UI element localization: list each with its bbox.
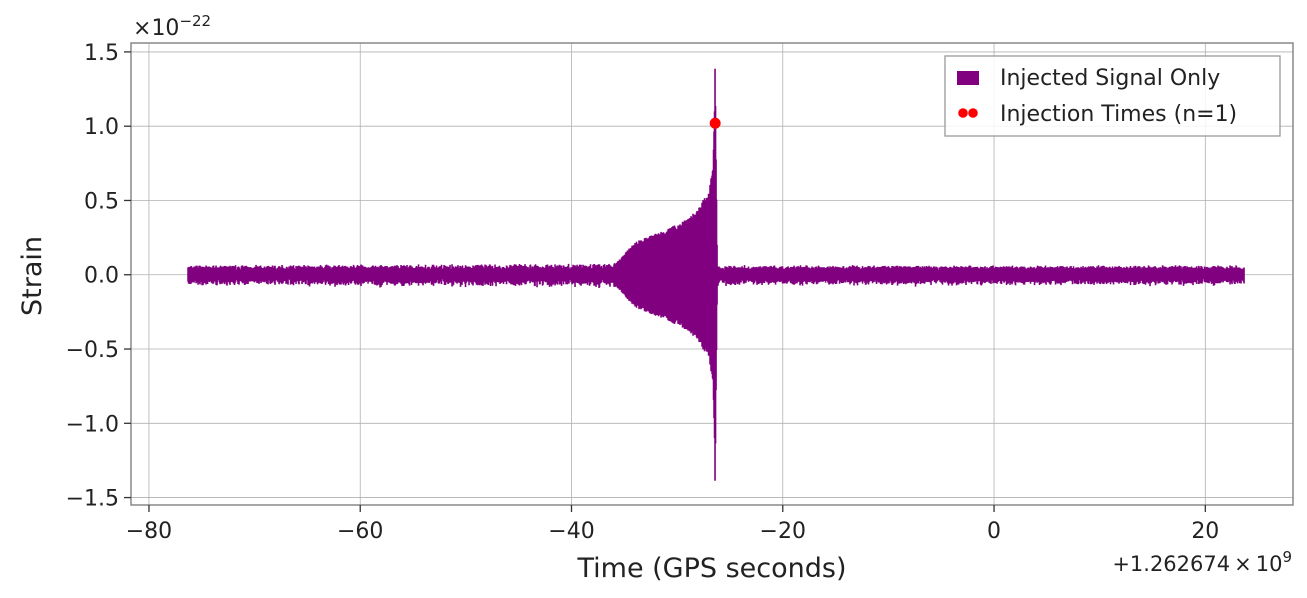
x-tick-label: −20 <box>760 519 806 544</box>
signal-waveform <box>187 68 1245 481</box>
plot-frame <box>130 42 1294 506</box>
x-offset-factor: +1.262674 × 109 <box>1112 548 1292 576</box>
x-tick-label: −40 <box>548 519 594 544</box>
y-tick-label: 0.5 <box>84 189 119 214</box>
y-tick-label: 1.0 <box>84 115 119 140</box>
signal-layer <box>187 68 1245 481</box>
x-tick-label: 20 <box>1191 519 1219 544</box>
legend-injection-label: Injection Times (n=1) <box>1000 102 1237 127</box>
legend-signal-label: Injected Signal Only <box>1000 66 1220 91</box>
y-tick-label: 1.5 <box>84 41 119 66</box>
y-tick-label: 0.0 <box>84 264 119 289</box>
x-offset-exponent: 9 <box>1282 548 1292 566</box>
y-tick-label: −0.5 <box>66 338 119 363</box>
injection-time-point <box>709 117 721 129</box>
legend-injection-marker-a <box>958 108 968 118</box>
ticks-layer: −80 −60 −40 −20 0 20 −1.5 −1.0 −0.5 0.0 0.5 1.0 1.5 <box>66 41 1220 544</box>
legend-injection-marker-b <box>968 108 978 118</box>
y-scale-exponent: −22 <box>179 12 211 30</box>
y-tick-label: −1.0 <box>66 412 119 437</box>
y-scale-factor: ×10−22 <box>133 12 211 41</box>
x-tick-label: −60 <box>337 519 383 544</box>
injection-points-layer <box>709 117 721 129</box>
legend: Injected Signal Only Injection Times (n=… <box>944 55 1281 137</box>
x-tick-label: 0 <box>987 519 1001 544</box>
legend-signal-swatch <box>957 71 979 85</box>
x-tick-label: −80 <box>126 519 172 544</box>
y-axis-label: Strain <box>17 236 48 316</box>
legend-box <box>944 55 1281 137</box>
y-tick-label: −1.5 <box>66 487 119 512</box>
x-axis-label: Time (GPS seconds) <box>576 553 846 584</box>
